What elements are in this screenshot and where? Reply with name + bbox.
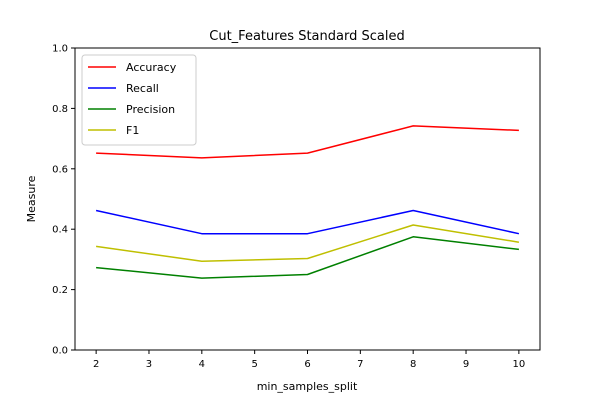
y-tick-label: 0.0 [52, 346, 68, 357]
legend-box [81, 54, 197, 146]
legend: Accuracy Recall Precision F1 [81, 54, 197, 146]
series-line-accuracy [96, 125, 519, 159]
x-tick-label: 3 [146, 359, 152, 370]
chart-title: Cut_Features Standard Scaled [209, 29, 404, 44]
y-tick-label: 0.8 [52, 104, 68, 115]
x-tick-label: 9 [463, 359, 469, 370]
series-line-f1 [95, 224, 520, 262]
x-tick-label: 2 [93, 359, 99, 370]
x-axis: 2 3 4 5 6 7 8 9 10 [93, 350, 525, 370]
y-axis-label: Measure [25, 175, 38, 222]
x-tick-label: 4 [199, 359, 205, 370]
legend-entry-f1: F1 [126, 124, 139, 137]
y-tick-label: 0.4 [52, 225, 68, 236]
x-tick-label: 7 [357, 359, 363, 370]
x-tick-label: 5 [251, 359, 257, 370]
y-tick-label: 0.2 [52, 285, 68, 296]
x-tick-label: 10 [512, 359, 525, 370]
y-tick-label: 0.6 [52, 164, 68, 175]
series-line-recall [95, 209, 520, 235]
legend-entry-precision: Precision [126, 103, 175, 116]
series-line-precision [96, 236, 519, 279]
legend-entry-recall: Recall [126, 82, 159, 95]
x-axis-label: min_samples_split [257, 380, 358, 393]
x-tick-label: 8 [410, 359, 416, 370]
plot-series-group [95, 125, 520, 279]
y-tick-label: 1.0 [52, 44, 68, 55]
y-axis: 0.0 0.2 0.4 0.6 0.8 1.0 [52, 44, 75, 357]
x-tick-label: 6 [304, 359, 310, 370]
legend-entry-accuracy: Accuracy [126, 61, 177, 74]
